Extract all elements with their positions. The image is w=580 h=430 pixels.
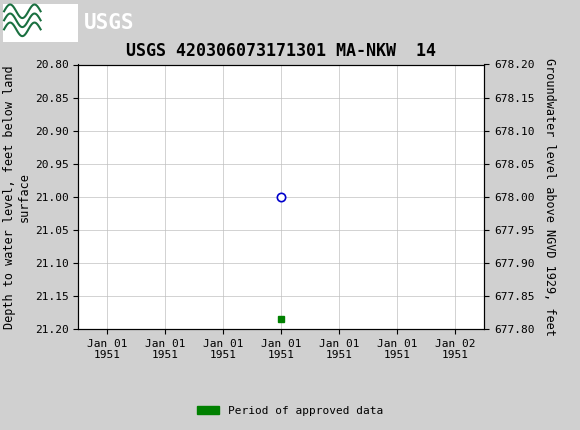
Y-axis label: Depth to water level, feet below land
surface: Depth to water level, feet below land su… [3, 65, 31, 329]
Y-axis label: Groundwater level above NGVD 1929, feet: Groundwater level above NGVD 1929, feet [543, 58, 556, 336]
Text: USGS: USGS [84, 12, 135, 33]
Legend: Period of approved data: Period of approved data [193, 401, 387, 420]
Title: USGS 420306073171301 MA-NKW  14: USGS 420306073171301 MA-NKW 14 [126, 42, 436, 60]
FancyBboxPatch shape [3, 3, 78, 42]
